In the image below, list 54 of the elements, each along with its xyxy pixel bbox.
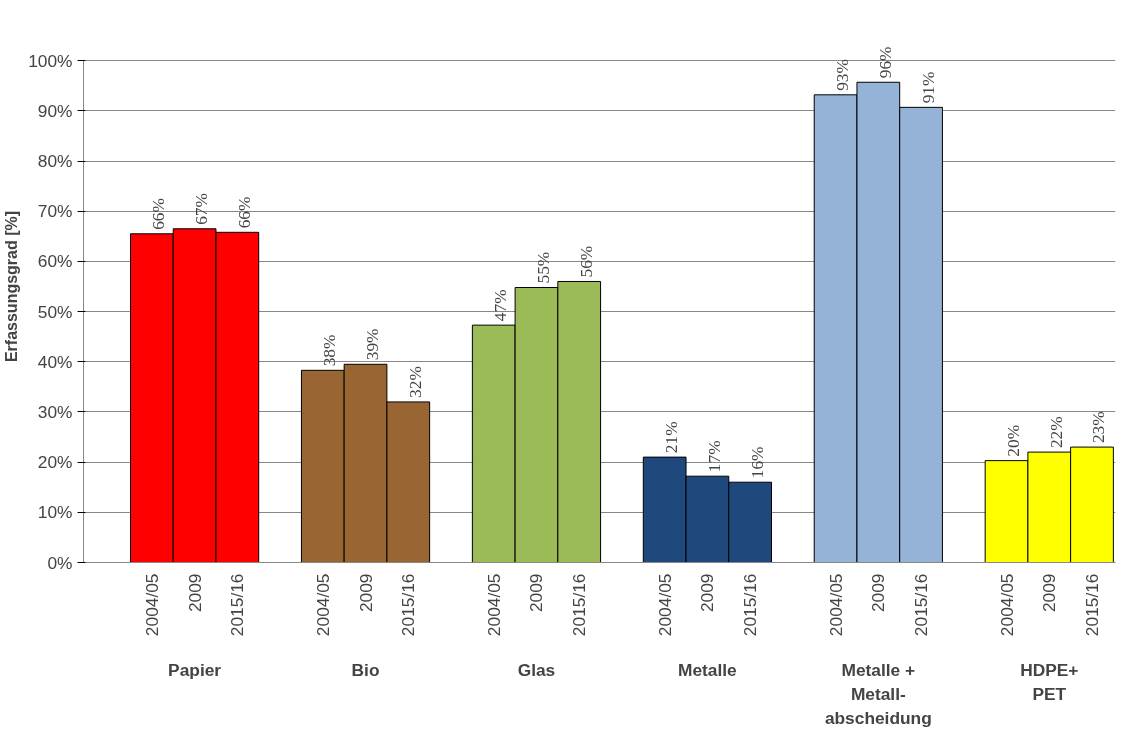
data-label: 21% bbox=[662, 421, 682, 454]
y-tick-label: 10% bbox=[37, 502, 73, 523]
text: Glas bbox=[517, 659, 556, 680]
data-label: 55% bbox=[533, 251, 553, 284]
data-label: 16% bbox=[747, 446, 767, 479]
data-label: 66% bbox=[234, 196, 254, 229]
x-tick-label: 2009 bbox=[526, 573, 547, 613]
text: Papier bbox=[168, 659, 222, 680]
data-label: 91% bbox=[918, 71, 938, 104]
x-tick-label: 2004/05 bbox=[654, 573, 675, 637]
y-tick-label: 100% bbox=[28, 50, 73, 71]
y-tick-label: 90% bbox=[37, 100, 73, 121]
y-tick-label: 60% bbox=[37, 251, 73, 272]
x-tick-label: 2015/16 bbox=[398, 573, 419, 637]
data-label: 66% bbox=[149, 198, 169, 230]
x-tick-label: 2004/05 bbox=[825, 573, 846, 637]
y-tick-label: 20% bbox=[37, 452, 73, 473]
x-tick-label: 2004/05 bbox=[141, 573, 162, 637]
data-label: 67% bbox=[192, 193, 212, 225]
y-tick-label: 70% bbox=[37, 201, 73, 222]
data-label: 20% bbox=[1004, 424, 1024, 457]
data-label: 96% bbox=[875, 46, 895, 79]
x-tick-label: 2015/16 bbox=[911, 573, 932, 637]
text: Metalle bbox=[678, 659, 738, 680]
x-tick-label: 2009 bbox=[355, 573, 376, 613]
x-tick-label: 2004/05 bbox=[483, 573, 504, 637]
x-tick-label: 2009 bbox=[697, 573, 718, 613]
x-tick-label: 2009 bbox=[868, 573, 889, 613]
data-label: 32% bbox=[405, 366, 425, 398]
y-tick-label: 50% bbox=[37, 301, 73, 322]
y-tick-label: 0% bbox=[47, 552, 73, 573]
data-label: 93% bbox=[833, 59, 853, 91]
y-tick-label: 40% bbox=[37, 351, 73, 372]
data-label: 22% bbox=[1046, 416, 1066, 449]
text: Metalle + Metall- abscheidung bbox=[824, 659, 932, 728]
x-tick-label: 2009 bbox=[1039, 573, 1060, 613]
data-label: 23% bbox=[1089, 411, 1109, 444]
x-tick-label: 2004/05 bbox=[312, 573, 333, 637]
x-tick-label: 2015/16 bbox=[740, 573, 761, 637]
data-label: 38% bbox=[320, 334, 340, 367]
x-tick-label: 2004/05 bbox=[996, 573, 1017, 637]
text: HDPE+ PET bbox=[1020, 659, 1079, 704]
data-label: 56% bbox=[576, 245, 596, 278]
data-label: 39% bbox=[363, 328, 383, 361]
x-tick-label: 2015/16 bbox=[569, 573, 590, 637]
x-tick-label: 2015/16 bbox=[227, 573, 248, 637]
x-tick-label: 2009 bbox=[184, 573, 205, 613]
data-label: 47% bbox=[491, 289, 511, 322]
y-tick-label: 30% bbox=[37, 401, 73, 422]
text: Bio bbox=[351, 659, 380, 680]
data-label: 17% bbox=[704, 440, 724, 473]
y-axis-title: Erfassungsgrad [%] bbox=[3, 210, 21, 363]
y-tick-label: 80% bbox=[37, 151, 73, 172]
x-tick-label: 2015/16 bbox=[1082, 573, 1102, 637]
